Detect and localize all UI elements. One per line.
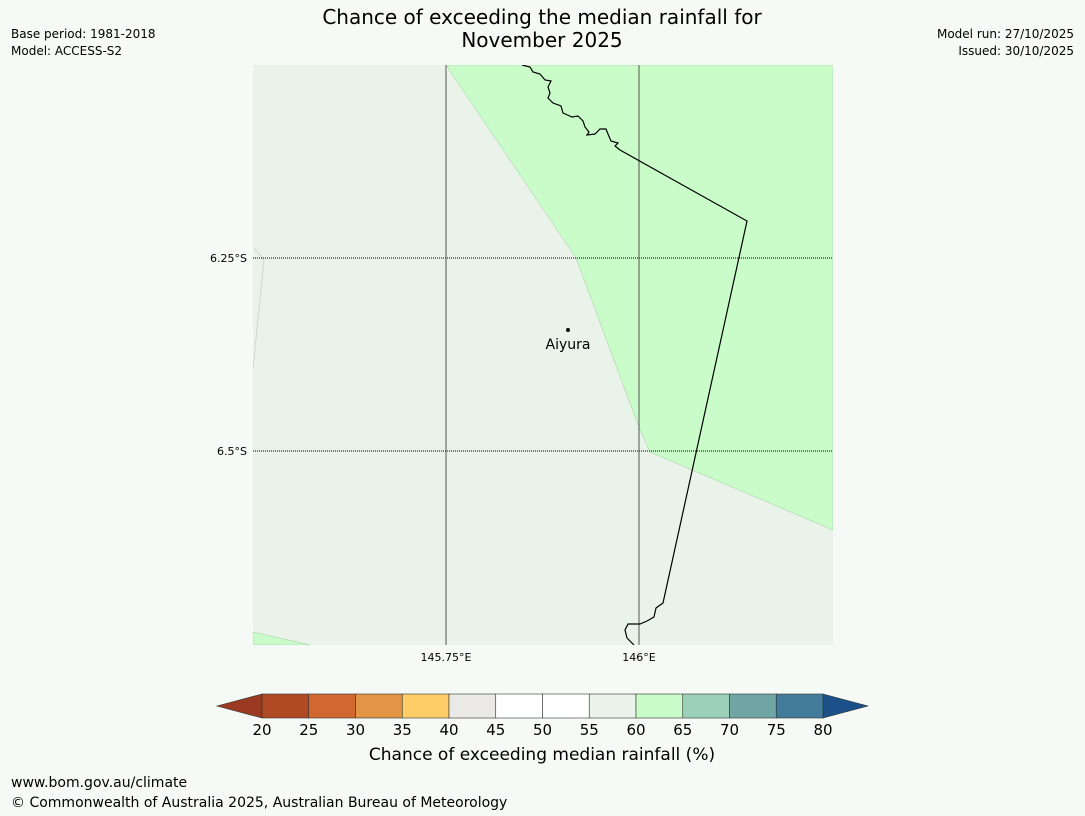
colorbar-bin — [588, 693, 637, 719]
issued-date: Issued: 30/10/2025 — [958, 44, 1074, 58]
colorbar-bin — [682, 693, 730, 719]
region-60-65-southwest — [253, 631, 311, 645]
colorbar-bin — [495, 693, 543, 719]
model-name: Model: ACCESS-S2 — [11, 44, 123, 58]
colorbar-tick-label: 60 — [626, 721, 645, 739]
title-line-1: Chance of exceeding the median rainfall … — [322, 5, 762, 29]
colorbar-bin — [775, 693, 824, 719]
region-edge-west — [253, 246, 265, 369]
footer-copyright: © Commonwealth of Australia 2025, Austra… — [11, 795, 508, 811]
footer-url[interactable]: www.bom.gov.au/climate — [11, 775, 188, 791]
colorbar-tick-label: 25 — [299, 721, 318, 739]
lon-label-146: 146°E — [622, 651, 655, 664]
colorbar-bin — [635, 693, 684, 719]
colorbar-tick-label: 35 — [393, 721, 412, 739]
colorbar-bin — [729, 693, 777, 719]
map-title: Chance of exceeding the median rainfall … — [242, 6, 842, 52]
meta-left: Base period: 1981-2018 Model: ACCESS-S2 — [11, 26, 156, 60]
colorbar-tick-label: 40 — [439, 721, 458, 739]
colorbar-tick-label: 30 — [346, 721, 365, 739]
meta-right: Model run: 27/10/2025 Issued: 30/10/2025 — [937, 26, 1074, 60]
lon-label-145-75: 145.75°E — [421, 651, 472, 664]
colorbar-extend-low — [215, 693, 263, 719]
colorbar-bin — [401, 693, 450, 719]
lat-label-6-5: 6.5°S — [217, 445, 247, 458]
map-area: Aiyura — [253, 65, 833, 645]
title-line-2: November 2025 — [461, 28, 623, 52]
base-period: Base period: 1981-2018 — [11, 27, 156, 41]
colorbar-bin — [355, 693, 403, 719]
colorbar-tick-label: 45 — [486, 721, 505, 739]
aiyura-label: Aiyura — [546, 337, 591, 353]
colorbar-tick-label: 20 — [252, 721, 271, 739]
colorbar-tick-label: 75 — [767, 721, 786, 739]
colorbar-extend-high — [822, 693, 870, 719]
colorbar: 20 25 30 35 40 45 50 55 60 65 70 75 80 — [215, 693, 870, 739]
aiyura-marker — [566, 328, 570, 332]
colorbar-tick-label: 50 — [533, 721, 552, 739]
colorbar-tick-label: 55 — [580, 721, 599, 739]
model-run: Model run: 27/10/2025 — [936, 27, 1074, 41]
colorbar-tick-label: 70 — [720, 721, 739, 739]
coastline-border — [521, 65, 748, 645]
colorbar-tick-label: 80 — [813, 721, 832, 739]
colorbar-bin — [542, 693, 590, 719]
colorbar-bin — [308, 693, 356, 719]
colorbar-bin — [448, 693, 497, 719]
map-figure: Aiyura 6.25°S 6.5°S 145.75°E 146°E 20 25 3… — [210, 65, 870, 739]
colorbar-bin — [261, 693, 310, 719]
colorbar-label: Chance of exceeding median rainfall (%) — [368, 745, 716, 765]
lat-label-6-25: 6.25°S — [210, 252, 247, 265]
colorbar-tick-label: 65 — [673, 721, 692, 739]
